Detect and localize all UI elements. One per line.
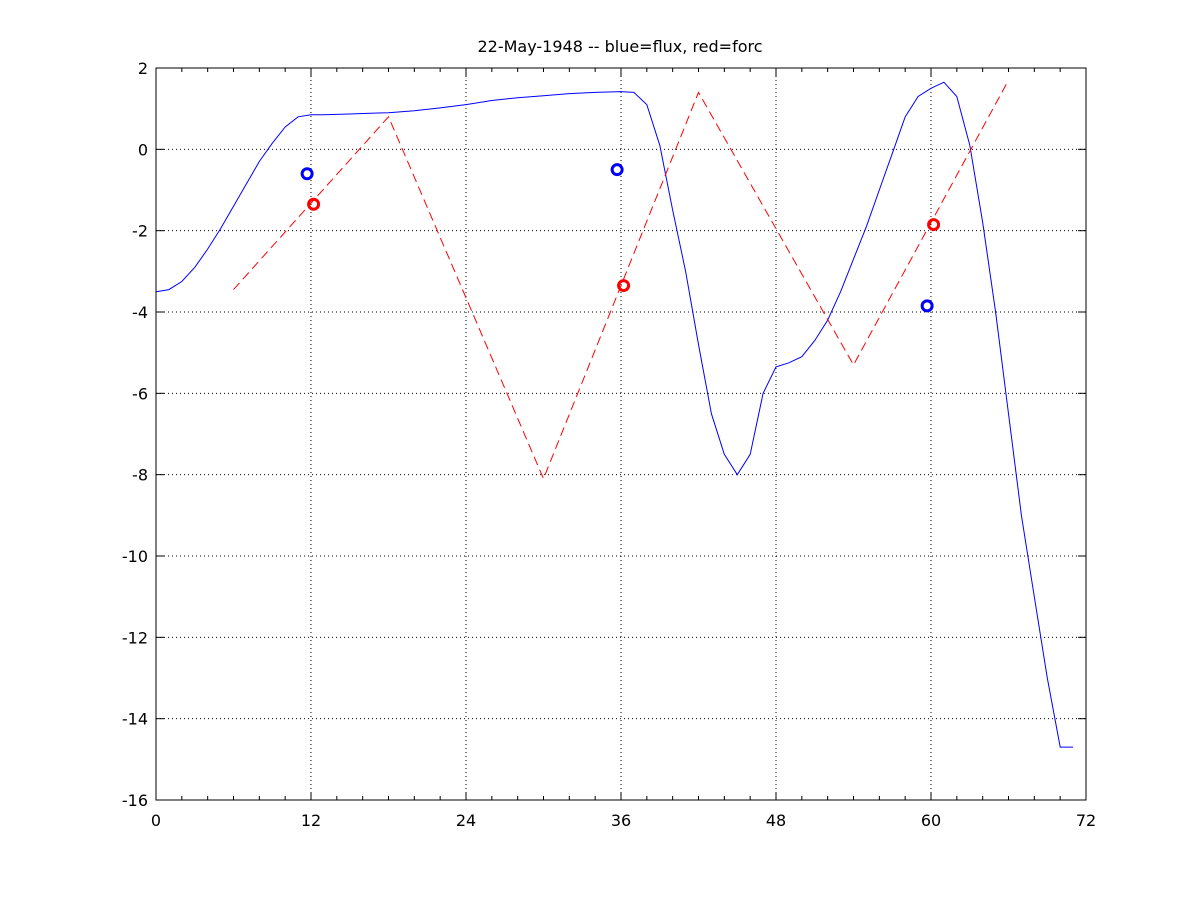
- y-tick-label: -4: [132, 303, 148, 322]
- y-tick-label: -16: [122, 791, 148, 810]
- y-tick-label: -14: [122, 710, 148, 729]
- marker-flux: [920, 299, 934, 313]
- marker-flux: [300, 167, 314, 181]
- series-line-flux: [155, 81, 1074, 748]
- x-tick-label: 60: [921, 811, 941, 830]
- marker-forc: [307, 197, 321, 211]
- y-tick-label: -8: [132, 466, 148, 485]
- y-tick-label: -10: [122, 547, 148, 566]
- marker-forc: [617, 279, 631, 293]
- x-tick-label: 48: [766, 811, 786, 830]
- marker-forc: [927, 218, 941, 232]
- x-tick-label: 36: [611, 811, 631, 830]
- x-tick-label: 24: [456, 811, 476, 830]
- y-tick-label: 0: [138, 140, 148, 159]
- y-tick-label: -2: [132, 222, 148, 241]
- x-tick-label: 12: [301, 811, 321, 830]
- series-lines: [155, 79, 1074, 748]
- y-tick-label: -12: [122, 628, 148, 647]
- plot-area-frame: [155, 67, 1087, 801]
- y-tick-label: -6: [132, 384, 148, 403]
- series-line-forc: [233, 79, 1009, 481]
- x-tick-label: 72: [1076, 811, 1096, 830]
- axis-ticks: [155, 67, 1087, 801]
- chart-title: 22-May-1948 -- blue=flux, red=forc: [477, 37, 762, 56]
- marker-flux: [610, 163, 624, 177]
- y-tick-label: 2: [138, 59, 148, 78]
- x-tick-label: 0: [151, 811, 161, 830]
- grid-lines: [156, 68, 1086, 800]
- markers: [300, 163, 941, 313]
- tick-labels: 0 12 24 36 48 60 72 2 0 -2 -4 -6 -8 -10 -12 -14 -16: [122, 59, 1096, 830]
